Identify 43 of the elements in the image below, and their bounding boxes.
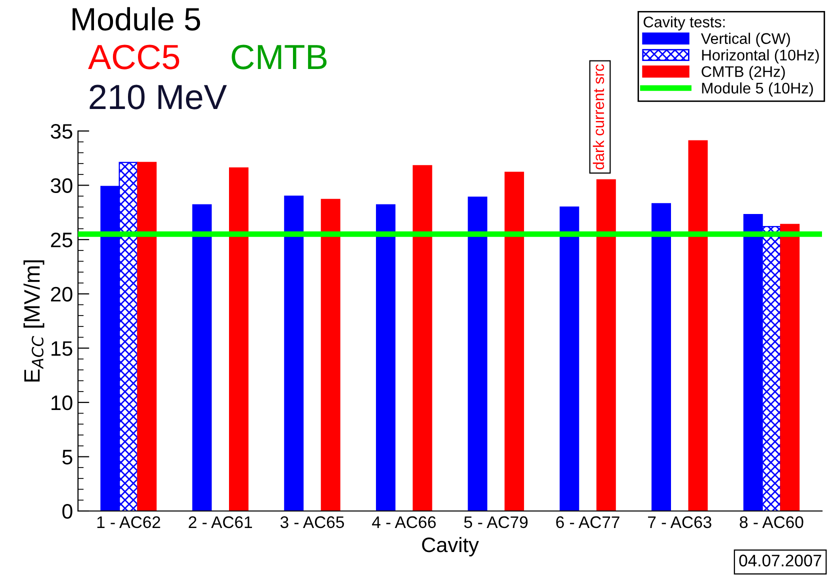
bar <box>320 198 340 511</box>
legend-label: Vertical (CW) <box>700 32 790 47</box>
x-tick-label: 8 - AC60 <box>740 516 804 528</box>
bar <box>504 172 524 511</box>
legend-label: Module 5 (10Hz) <box>702 82 813 97</box>
bar <box>229 167 248 511</box>
y-tick-label: 5 <box>62 450 72 464</box>
x-tick-label: 6 - AC77 <box>556 516 620 528</box>
bar <box>596 179 616 511</box>
y-tick-label: 15 <box>52 341 72 356</box>
legend-title: Cavity tests: <box>644 16 725 30</box>
x-tick-label: 2 - AC61 <box>188 516 252 528</box>
bar <box>376 204 396 511</box>
y-tick-label: 0 <box>62 504 72 519</box>
x-tick-label: 5 - AC79 <box>464 516 528 528</box>
bar <box>468 196 488 511</box>
text: ACC5 <box>88 44 180 70</box>
text: 04.07.2007 <box>739 554 822 566</box>
y-tick-label: 20 <box>51 286 72 302</box>
x-tick-label: 3 - AC65 <box>280 516 344 528</box>
chart-title: Module 5 <box>72 7 200 31</box>
bar <box>652 203 671 511</box>
legend-label: CMTB (2Hz) <box>702 66 785 80</box>
legend-label: Horizontal (10Hz) <box>702 49 819 64</box>
y-tick-label: 35 <box>50 124 72 139</box>
x-tick-label: 7 - AC63 <box>648 516 712 528</box>
x-tick-label: 1 - AC62 <box>97 516 160 528</box>
y-tick-label: 10 <box>52 395 72 410</box>
y-tick-label: 25 <box>51 232 72 248</box>
x-axis-title: Cavity <box>422 536 479 556</box>
y-axis-title: E$_{ACC}$ [MV/m] <box>24 260 44 382</box>
x-tick-label: 4 - AC66 <box>372 516 436 528</box>
annotation: dark current src <box>592 64 604 170</box>
text: 210 MeV <box>90 84 227 110</box>
bar <box>560 206 580 511</box>
bar <box>192 204 212 511</box>
text: CMTB <box>232 44 327 70</box>
bar <box>688 140 708 511</box>
bar <box>780 224 800 511</box>
bar <box>137 162 157 511</box>
bar <box>412 165 432 511</box>
bar <box>284 196 304 511</box>
y-tick-label: 30 <box>50 178 72 194</box>
